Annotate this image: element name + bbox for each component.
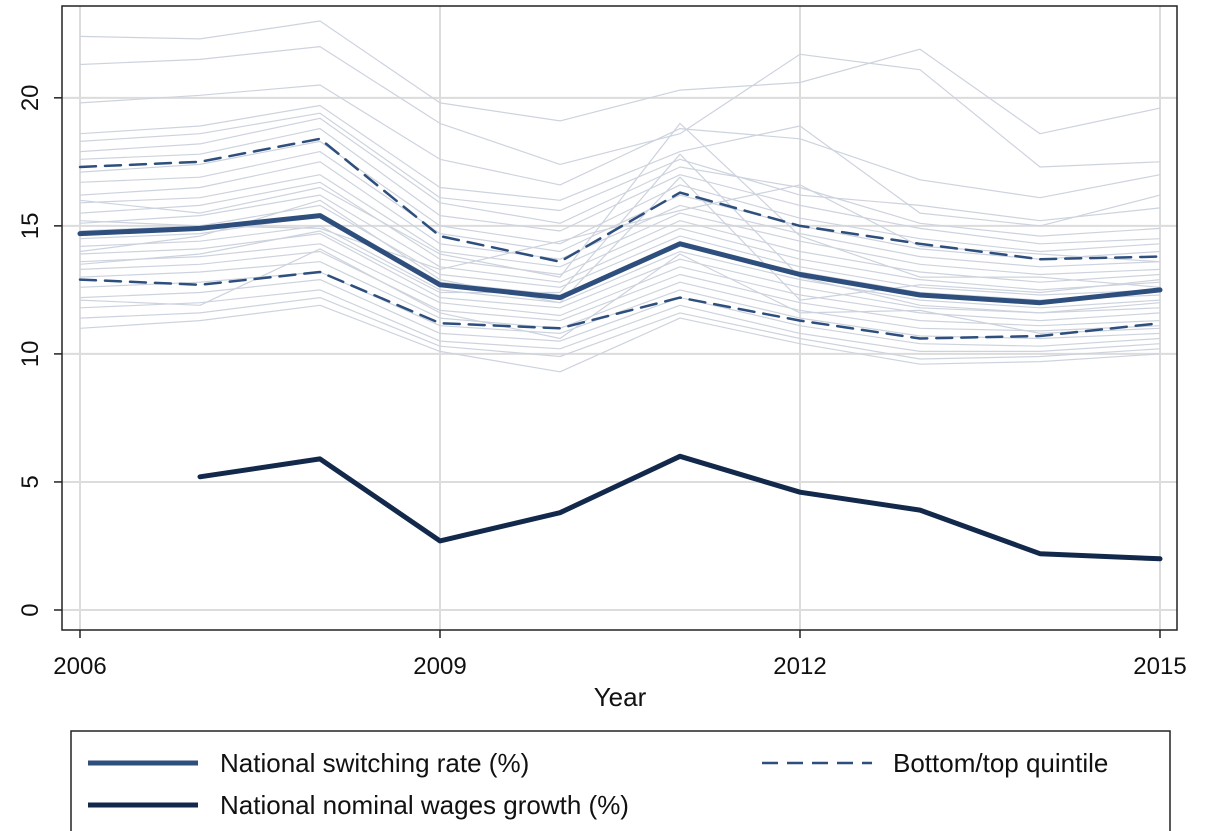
regional-series-line bbox=[79, 233, 1161, 314]
x-tick-label: 2012 bbox=[773, 653, 826, 680]
regional-series-line bbox=[79, 243, 1161, 322]
x-axis-title: Year bbox=[594, 682, 647, 712]
regional-series-line bbox=[79, 225, 1161, 309]
legend-item-wages-growth: National nominal wages growth (%) bbox=[88, 790, 629, 820]
regional-series-line bbox=[79, 261, 1161, 332]
y-tick-label: 0 bbox=[17, 603, 44, 616]
regional-series-line bbox=[79, 112, 1161, 222]
regional-series-line bbox=[79, 304, 1161, 373]
switching-rate-line bbox=[77, 213, 1163, 306]
legend-label: National switching rate (%) bbox=[220, 748, 529, 778]
regional-series-line bbox=[79, 176, 1161, 304]
regional-series-line bbox=[79, 153, 1161, 314]
regional-series-line bbox=[79, 128, 1161, 245]
background-series bbox=[79, 20, 1161, 373]
regional-series-line bbox=[79, 194, 1161, 291]
top-quintile-line bbox=[78, 137, 1162, 263]
y-tick-label: 5 bbox=[17, 475, 44, 488]
regional-series-line bbox=[79, 297, 1161, 360]
y-tick-label: 15 bbox=[17, 213, 44, 240]
regional-series-line bbox=[79, 104, 1161, 227]
regional-series-line bbox=[79, 161, 1161, 268]
x-tick-label: 2006 bbox=[53, 653, 106, 680]
legend-label: Bottom/top quintile bbox=[893, 748, 1108, 778]
x-tick-label: 2009 bbox=[413, 653, 466, 680]
regional-series-line bbox=[79, 122, 1161, 288]
legend-box bbox=[70, 730, 1171, 831]
legend-item-quintile: Bottom/top quintile bbox=[762, 748, 1108, 778]
bottom-quintile-line bbox=[78, 270, 1162, 340]
y-tick-label: 20 bbox=[17, 84, 44, 111]
regional-series-line bbox=[79, 117, 1161, 237]
wages-growth-line bbox=[197, 453, 1163, 562]
regional-series-line bbox=[79, 20, 1161, 135]
regional-series-line bbox=[79, 289, 1161, 352]
legend-label: National nominal wages growth (%) bbox=[220, 790, 629, 820]
axes: 0 5 10 15 20 2006 2009 2012 2015 bbox=[17, 84, 1187, 680]
regional-series-line bbox=[79, 140, 1161, 253]
legend: National switching rate (%) Bottom/top qu… bbox=[70, 730, 1171, 831]
regional-series-line bbox=[79, 250, 1161, 327]
y-tick-label: 10 bbox=[17, 341, 44, 368]
regional-series-line bbox=[79, 204, 1161, 296]
plot-frame bbox=[61, 5, 1178, 631]
regional-series-line bbox=[79, 84, 1161, 199]
regional-series-line bbox=[79, 248, 1161, 340]
regional-series-line bbox=[79, 46, 1161, 168]
regional-series-line bbox=[79, 279, 1161, 347]
main-series bbox=[77, 137, 1163, 562]
x-tick-label: 2015 bbox=[1133, 653, 1186, 680]
legend-item-switching-rate: National switching rate (%) bbox=[88, 748, 529, 778]
